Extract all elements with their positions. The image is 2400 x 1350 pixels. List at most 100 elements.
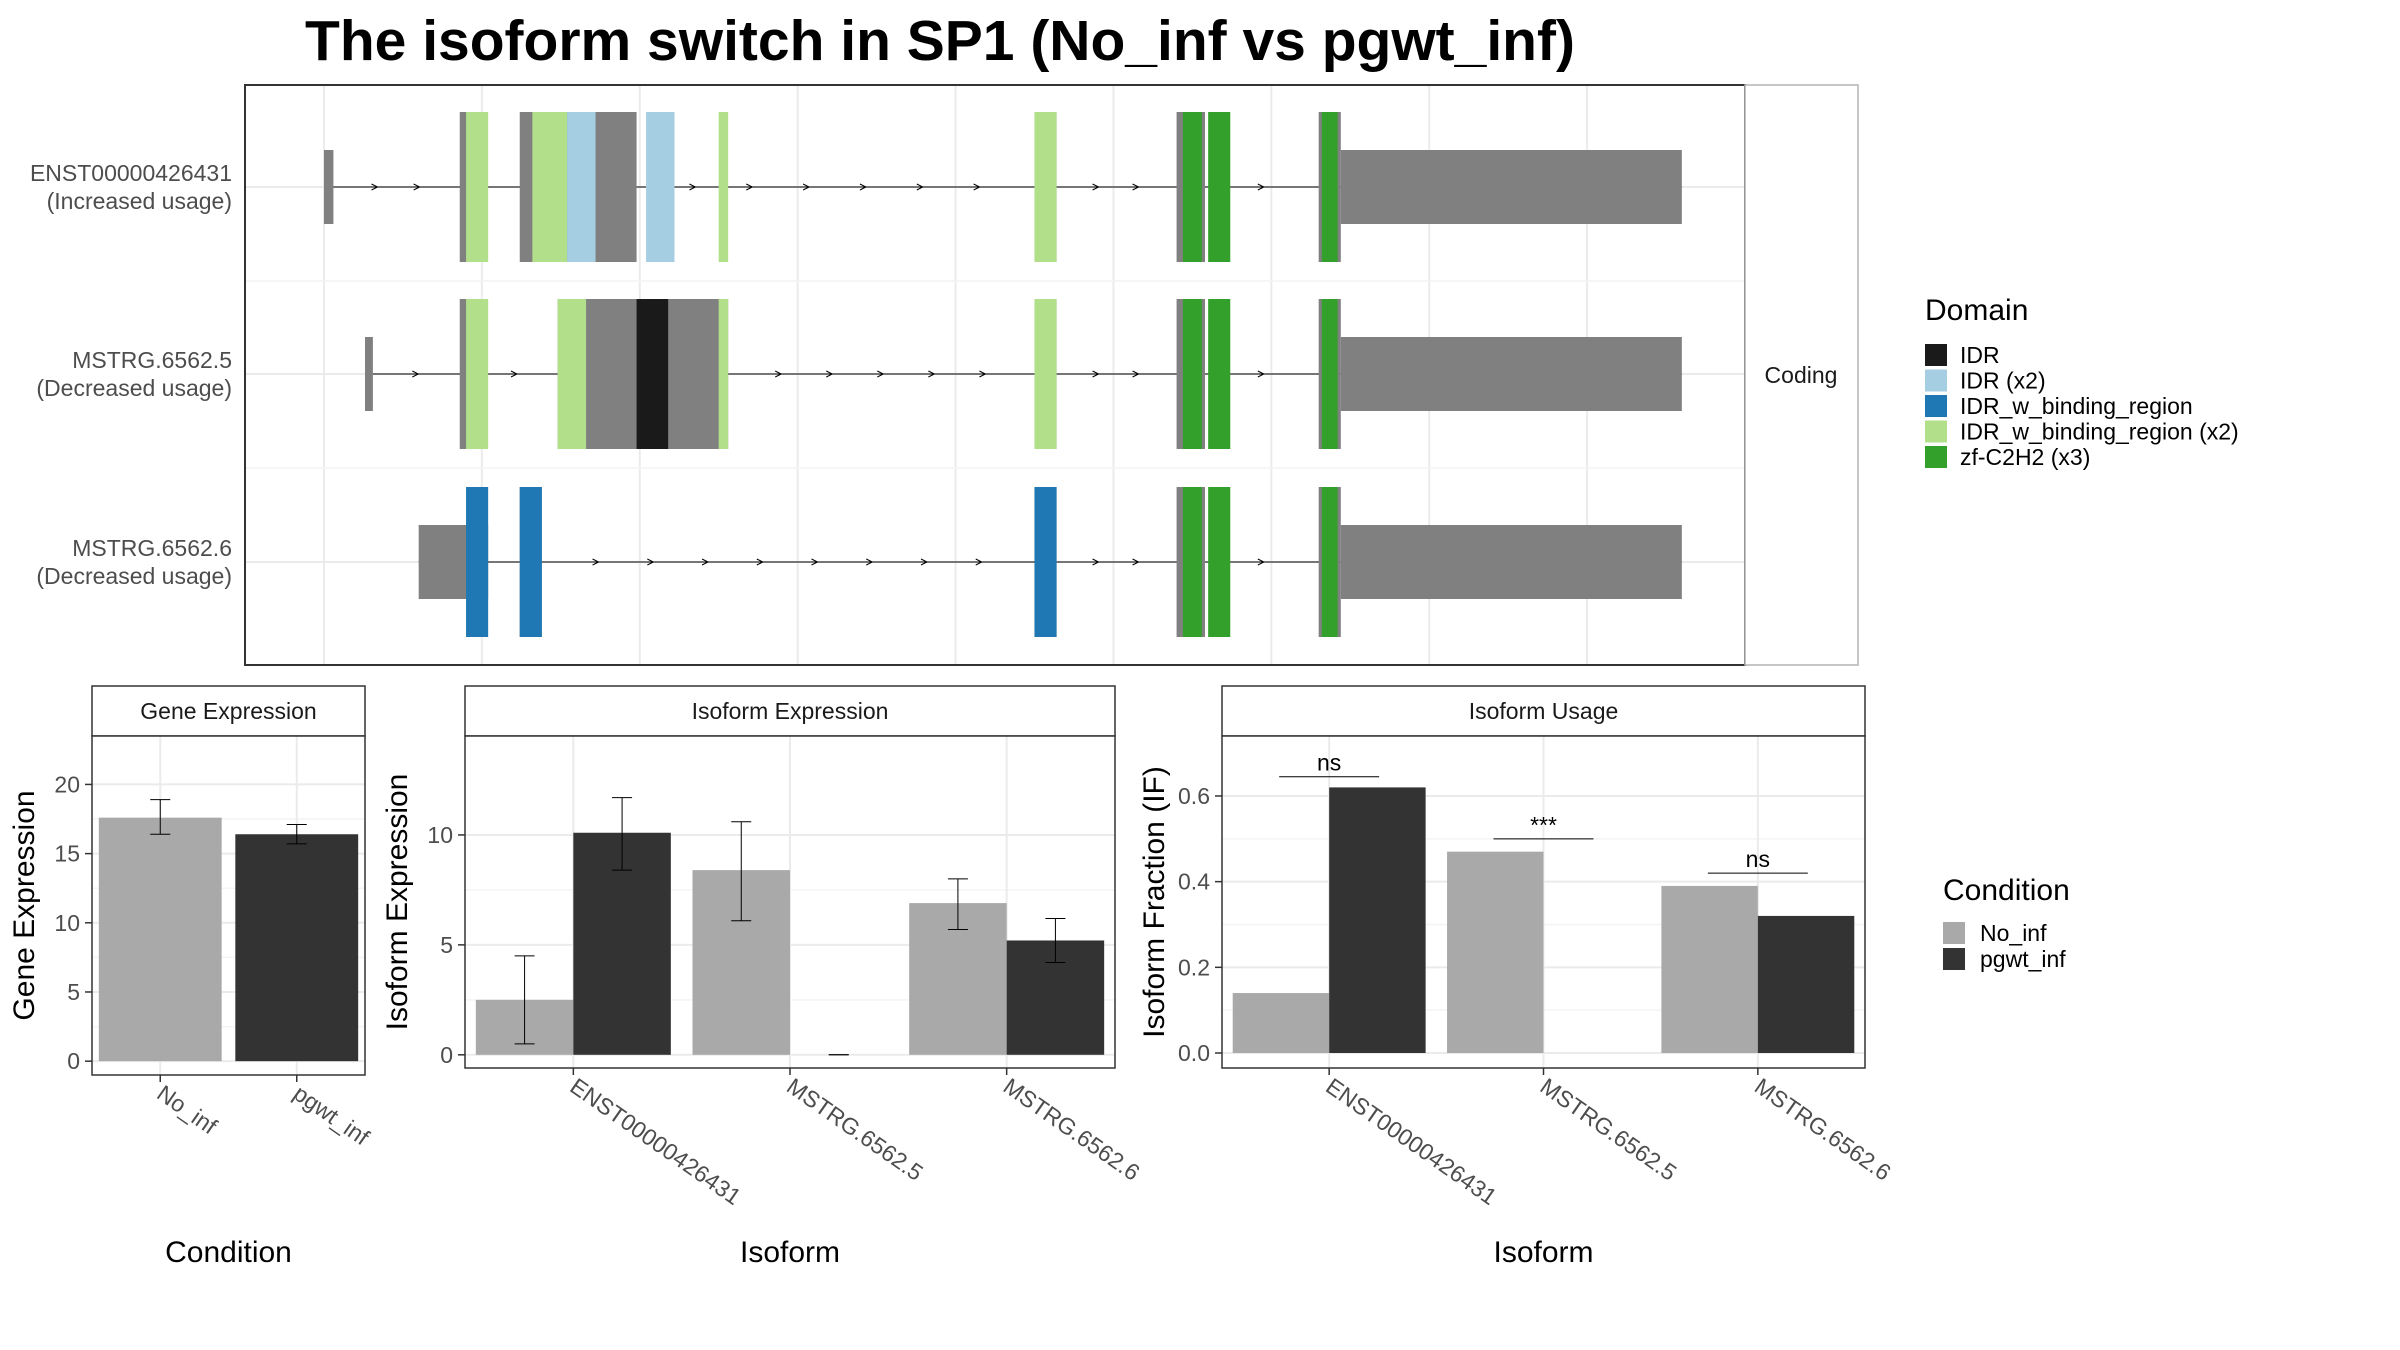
panel-strip-title: Gene Expression <box>140 698 316 724</box>
intron-arrow <box>920 558 929 566</box>
domain-block <box>1208 299 1231 449</box>
intron-arrow <box>975 558 983 566</box>
intron-arrow <box>1257 370 1265 378</box>
domain-block <box>1321 487 1338 637</box>
x-tick-label: MSTRG.6562.6 <box>999 1073 1145 1186</box>
facet-strip-label: Coding <box>1765 362 1838 388</box>
domain-block <box>1182 112 1202 262</box>
intron-arrow <box>701 558 710 566</box>
y-tick-label: 0 <box>440 1042 453 1068</box>
panel-strip <box>91 685 366 737</box>
y-axis-title: Isoform Fraction (IF) <box>1138 766 1171 1038</box>
legend-label: IDR <box>1960 342 2000 368</box>
domain-block <box>1034 487 1057 637</box>
domain-block <box>1321 112 1338 262</box>
isoform-label: MSTRG.6562.6 <box>72 535 232 561</box>
exon <box>1340 150 1682 224</box>
isoform-usage-label: (Decreased usage) <box>36 375 232 401</box>
domain-block <box>718 299 729 449</box>
significance-label: ns <box>1746 846 1770 872</box>
legend-swatch <box>1943 922 1965 944</box>
y-tick-label: 0.4 <box>1178 869 1210 895</box>
isoform-usage-label: (Increased usage) <box>47 188 232 214</box>
bar <box>1232 993 1330 1054</box>
bar <box>235 834 359 1062</box>
isoform-track <box>418 487 1682 637</box>
panel-border <box>91 735 366 1076</box>
domain-block <box>466 487 489 637</box>
panel-strip-title: Isoform Expression <box>692 698 889 724</box>
intron-arrow <box>877 370 885 378</box>
legend-label: IDR_w_binding_region (x2) <box>1960 419 2239 445</box>
x-axis-title: Condition <box>165 1236 292 1269</box>
legend-swatch <box>1925 420 1947 443</box>
intron-arrow <box>1132 370 1140 378</box>
intron-arrow <box>689 183 697 191</box>
domain-block <box>466 112 489 262</box>
intron-arrow <box>979 370 987 378</box>
domain-block <box>567 112 596 262</box>
y-tick-label: 5 <box>440 932 453 958</box>
domain-block <box>557 299 587 449</box>
intron-arrow <box>1092 558 1100 566</box>
y-axis-title: Isoform Expression <box>381 774 414 1031</box>
intron-arrow <box>802 183 811 191</box>
condition-legend-title: Condition <box>1943 874 2070 907</box>
domain-block <box>646 112 675 262</box>
legend-swatch <box>1943 948 1965 970</box>
exon <box>1340 337 1682 411</box>
y-tick-label: 0.6 <box>1178 783 1210 809</box>
isoform-label: ENST00000426431 <box>30 160 232 186</box>
domain-block <box>1208 487 1231 637</box>
intron-arrow <box>746 183 754 191</box>
intron-arrow <box>1257 558 1265 566</box>
intron-arrow <box>928 370 936 378</box>
intron-arrow <box>1132 558 1140 566</box>
significance-label: *** <box>1530 812 1557 838</box>
figure-title: The isoform switch in SP1 (No_inf vs pgw… <box>305 9 1575 73</box>
isoform-track <box>323 112 1682 262</box>
x-axis-title: Isoform <box>740 1236 840 1269</box>
intron-arrow <box>1092 183 1100 191</box>
legend-swatch <box>1925 395 1947 417</box>
y-tick-label: 0 <box>67 1048 80 1074</box>
panel-strip-title: Isoform Usage <box>1469 698 1619 724</box>
domain-block <box>532 112 568 262</box>
legend-label: No_inf <box>1980 920 2047 946</box>
y-tick-label: 5 <box>67 979 80 1005</box>
bar <box>1329 787 1426 1054</box>
domain-block <box>718 112 729 262</box>
y-tick-label: 20 <box>54 771 80 797</box>
domain-block <box>1321 299 1338 449</box>
panel-strip <box>1221 685 1866 737</box>
y-tick-label: 15 <box>54 841 80 867</box>
domain-legend-title: Domain <box>1925 294 2028 327</box>
intron-arrow <box>756 558 764 566</box>
legend-label: IDR_w_binding_region <box>1960 393 2193 419</box>
intron-arrow <box>826 370 834 378</box>
x-tick-label: ENST00000426431 <box>565 1073 745 1210</box>
intron-arrow <box>973 183 981 191</box>
domain-block <box>466 299 489 449</box>
domain-block <box>1182 299 1202 449</box>
bar <box>98 817 222 1062</box>
domain-block <box>1208 112 1231 262</box>
isoform-track <box>365 299 1682 449</box>
x-tick-label: ENST00000426431 <box>1321 1073 1501 1210</box>
y-tick-label: 10 <box>427 822 453 848</box>
intron-arrow <box>859 183 868 191</box>
intron-arrow <box>1257 183 1265 191</box>
bar <box>1447 851 1544 1054</box>
y-tick-label: 0.0 <box>1178 1040 1210 1066</box>
intron-arrow <box>866 558 874 566</box>
legend-swatch <box>1925 344 1947 366</box>
x-tick-label: pgwt_inf <box>289 1080 375 1151</box>
legend-label: pgwt_inf <box>1980 946 2066 972</box>
domain-block <box>1182 487 1202 637</box>
intron-arrow <box>811 558 819 566</box>
isoform-label: MSTRG.6562.5 <box>72 347 232 373</box>
y-tick-label: 0.2 <box>1178 954 1210 980</box>
bar <box>1661 885 1758 1054</box>
